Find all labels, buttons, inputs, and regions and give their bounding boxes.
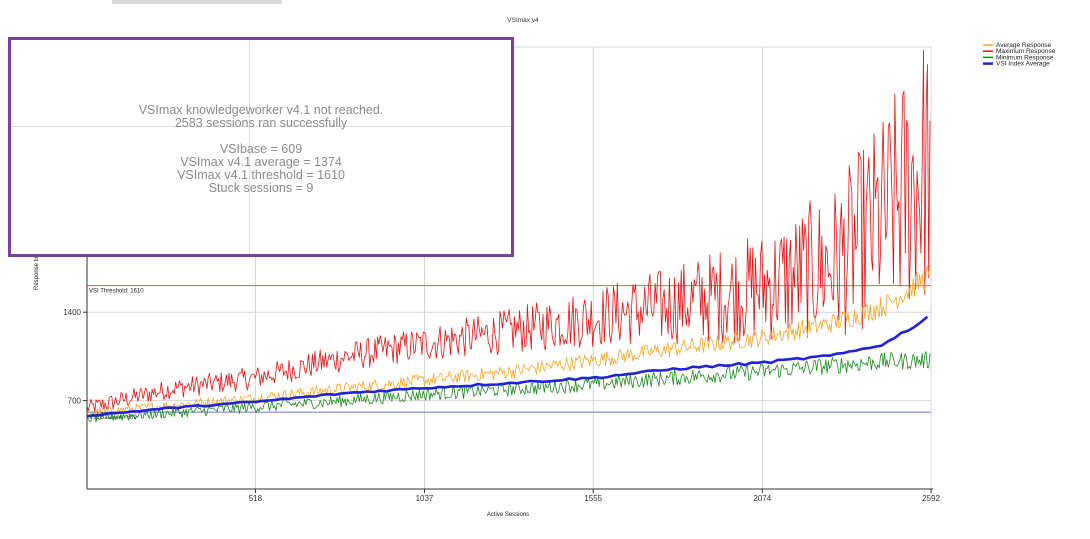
series-line-average-response xyxy=(86,264,931,417)
summary-line-vsibase: VSIbase = 609 xyxy=(219,142,303,156)
reference-lines: VSI Threshold: 1610 VSI Baseline: 609 xyxy=(87,285,931,421)
y-tick-label-1: 1400 xyxy=(63,308,81,317)
series-line-maximum-response xyxy=(86,50,931,413)
summary-box: VSImax knowledgeworker v4.1 not reached.… xyxy=(8,37,514,257)
y-tick-labels: 700 1400 xyxy=(63,308,87,406)
x-axis-label: Active Sessions xyxy=(487,512,529,518)
box-gridline-vertical xyxy=(249,40,250,254)
x-tick-label-1: 1037 xyxy=(416,494,434,503)
x-tick-labels: 518 1037 1555 2074 2592 xyxy=(249,489,940,503)
legend-label-1: Maximum Response xyxy=(996,48,1056,55)
x-tick-label-2: 1555 xyxy=(584,494,602,503)
y-axis-label: Response time xyxy=(34,249,40,290)
summary-line-status: VSImax knowledgeworker v4.1 not reached. xyxy=(138,103,384,117)
chart-title: VSImax v4 xyxy=(507,17,539,24)
series-layer xyxy=(86,50,931,423)
summary-line-stuck: Stuck sessions = 9 xyxy=(208,181,314,195)
x-tick-label-4: 2592 xyxy=(922,494,940,503)
x-tick-label-3: 2074 xyxy=(753,494,771,503)
summary-text: VSImax knowledgeworker v4.1 not reached.… xyxy=(11,104,511,195)
x-tick-label-0: 518 xyxy=(249,494,263,503)
reference-label-1: VSI Baseline: 609 xyxy=(89,415,137,421)
cropped-header-fragment xyxy=(112,0,282,4)
legend-label-0: Average Response xyxy=(996,42,1052,49)
summary-line-sessions: 2583 sessions ran successfully xyxy=(174,116,348,130)
summary-line-vsimax-average: VSImax v4.1 average = 1374 xyxy=(180,155,342,169)
legend-label-3: VSI Index Average xyxy=(996,61,1050,68)
reference-label-0: VSI Threshold: 1610 xyxy=(89,289,144,295)
series-line-vsi-index-average xyxy=(86,315,929,418)
box-gridline-horizontal xyxy=(11,126,511,127)
legend-label-2: Minimum Response xyxy=(996,54,1054,61)
y-tick-label-0: 700 xyxy=(68,397,82,406)
series-line-minimum-response xyxy=(86,351,931,423)
summary-line-vsimax-threshold: VSImax v4.1 threshold = 1610 xyxy=(177,168,345,182)
